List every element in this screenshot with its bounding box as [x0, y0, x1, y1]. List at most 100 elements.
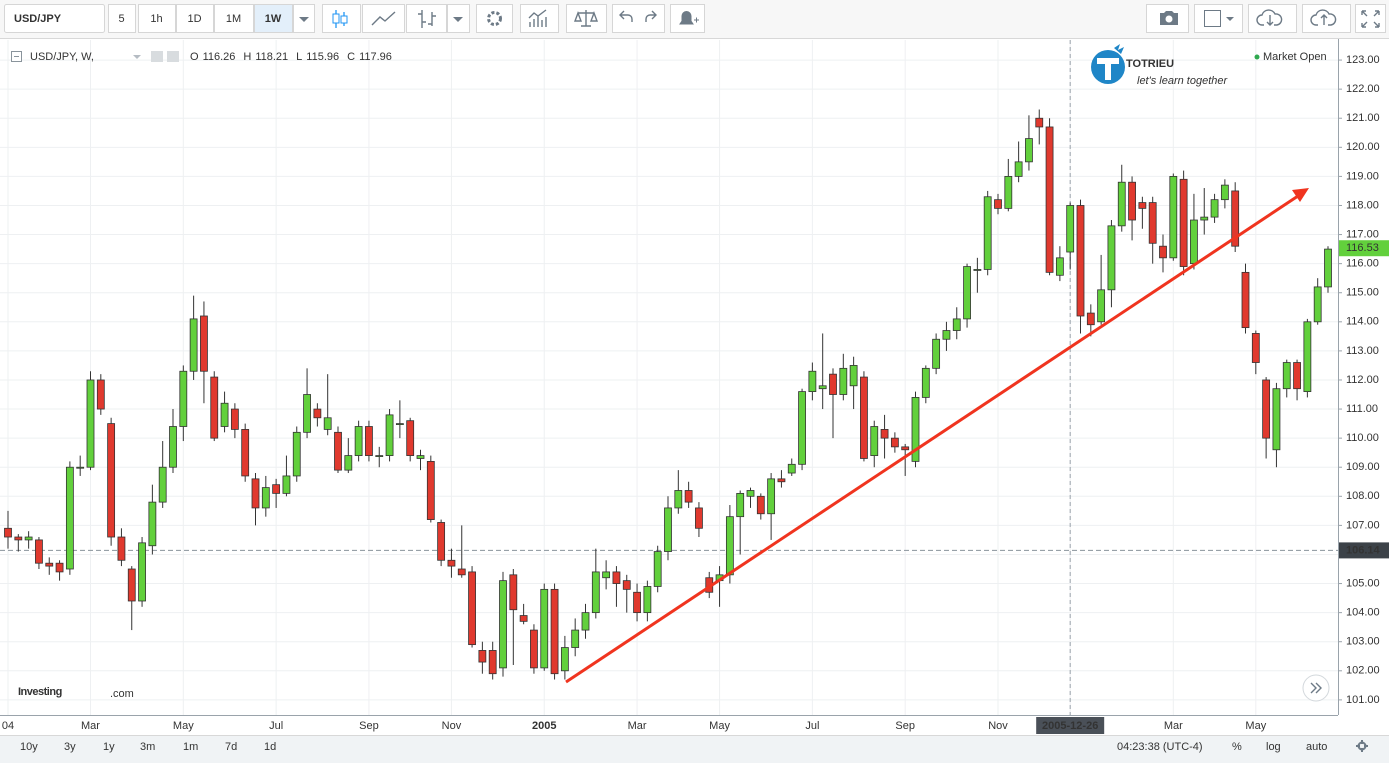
candle-body [1138, 202, 1147, 209]
range-button[interactable]: 7d [225, 741, 237, 753]
symbol-box[interactable] [4, 4, 105, 33]
candle-body [138, 542, 146, 602]
candle-body [581, 612, 590, 631]
interval-label[interactable]: 1M [226, 13, 241, 25]
candle-body [354, 426, 363, 456]
candle-body [189, 318, 198, 372]
trend-line[interactable] [565, 194, 1299, 684]
market-status-dot [1254, 54, 1260, 60]
y-tick-label: 108.00 [1346, 490, 1380, 502]
candle-body [612, 571, 621, 584]
settings-button[interactable] [476, 4, 513, 33]
cloud-download-icon [1256, 9, 1283, 26]
bottom-settings-icon [1357, 741, 1367, 751]
interval-label[interactable]: 1D [187, 13, 201, 25]
indicators-button[interactable] [520, 4, 559, 33]
fullscreen-icon [1361, 10, 1380, 28]
y-tick-label: 120.00 [1346, 141, 1380, 153]
y-tick-label: 117.00 [1346, 228, 1379, 240]
range-button[interactable]: 1y [103, 741, 115, 753]
candle-body [633, 591, 641, 614]
ref-price-label: 106.14 [1346, 544, 1381, 556]
candle-body [519, 615, 528, 622]
candle-body [457, 568, 466, 576]
candle-body [158, 466, 167, 503]
x-tick-label: Mar [1164, 720, 1183, 732]
candle-body [334, 431, 342, 471]
candle-body [1313, 286, 1322, 323]
bars-button[interactable] [406, 4, 447, 33]
candles-button[interactable] [322, 4, 361, 33]
candle-body [756, 495, 765, 515]
fullscreen-button[interactable] [1355, 4, 1386, 33]
candle-body [272, 484, 281, 494]
candle-body [1097, 289, 1106, 323]
scale-option[interactable]: log [1266, 741, 1281, 753]
legend-close[interactable] [167, 51, 179, 62]
interval-label[interactable]: 5 [118, 13, 124, 25]
interval-button[interactable] [254, 4, 293, 33]
scale-option[interactable]: auto [1306, 741, 1327, 753]
candle-body [777, 478, 786, 483]
symbol[interactable]: USD/JPY [14, 13, 62, 25]
candle-body [932, 338, 941, 369]
candle-body [1076, 205, 1085, 317]
candle-body [313, 408, 322, 419]
candle-body [86, 379, 95, 468]
candle-body [1117, 181, 1126, 227]
candle-body [4, 527, 12, 538]
save-button[interactable] [1302, 4, 1351, 33]
candle-body [210, 376, 219, 439]
scroll-right-icon [1310, 682, 1322, 694]
candle-body [1179, 178, 1188, 267]
interval-button[interactable] [138, 4, 176, 33]
undo-redo[interactable] [612, 4, 665, 33]
candle-body [829, 373, 837, 395]
ohlc-key: L [296, 51, 302, 63]
range-button[interactable]: 3m [140, 741, 155, 753]
interval-label[interactable]: 1h [150, 13, 162, 25]
legend-settings[interactable] [151, 51, 163, 62]
candle-body [530, 629, 538, 669]
candle-body [107, 423, 116, 538]
candle-body [664, 507, 672, 552]
candle-body [736, 492, 745, 518]
candle-body [963, 266, 971, 320]
candle-body [622, 580, 631, 590]
legend-symbol: USD/JPY, W, [30, 51, 94, 63]
trend-arrowhead [1292, 188, 1309, 202]
range-button[interactable]: 1m [183, 741, 198, 753]
legend-caret [133, 55, 141, 59]
candle-body [674, 490, 683, 509]
cloud-upload-icon [1310, 9, 1337, 26]
scale-option[interactable]: % [1232, 741, 1242, 753]
x-tick-label: Jul [269, 720, 283, 732]
compare-icon [573, 10, 599, 27]
candle-body [148, 501, 157, 547]
redo-icon [645, 10, 657, 22]
logo-name: TOTRIEU [1126, 58, 1174, 70]
range-button[interactable]: 3y [64, 741, 76, 753]
x-tick-label: May [709, 720, 730, 732]
candle-body [870, 426, 879, 456]
candle-body [1159, 245, 1167, 259]
last-price-label-bg [1339, 240, 1389, 257]
ohlc-key: H [243, 51, 251, 63]
interval-button[interactable] [108, 4, 136, 33]
load-button[interactable] [1248, 4, 1297, 33]
interval-button[interactable] [176, 4, 214, 33]
alert-icon [679, 11, 699, 25]
candle-body [1025, 138, 1033, 163]
bars-icon [418, 10, 436, 28]
interval-label[interactable]: 1W [265, 13, 282, 25]
range-button[interactable]: 10y [20, 741, 38, 753]
range-button[interactable]: 1d [264, 741, 276, 753]
interval-button[interactable] [214, 4, 254, 33]
candle-body [251, 478, 260, 509]
y-tick-label: 103.00 [1346, 636, 1380, 648]
y-tick-label: 121.00 [1346, 112, 1380, 124]
x-tick-label: May [1245, 720, 1266, 732]
line-button[interactable] [362, 4, 405, 33]
logo-mark [1097, 58, 1119, 80]
candle-body [880, 429, 889, 439]
